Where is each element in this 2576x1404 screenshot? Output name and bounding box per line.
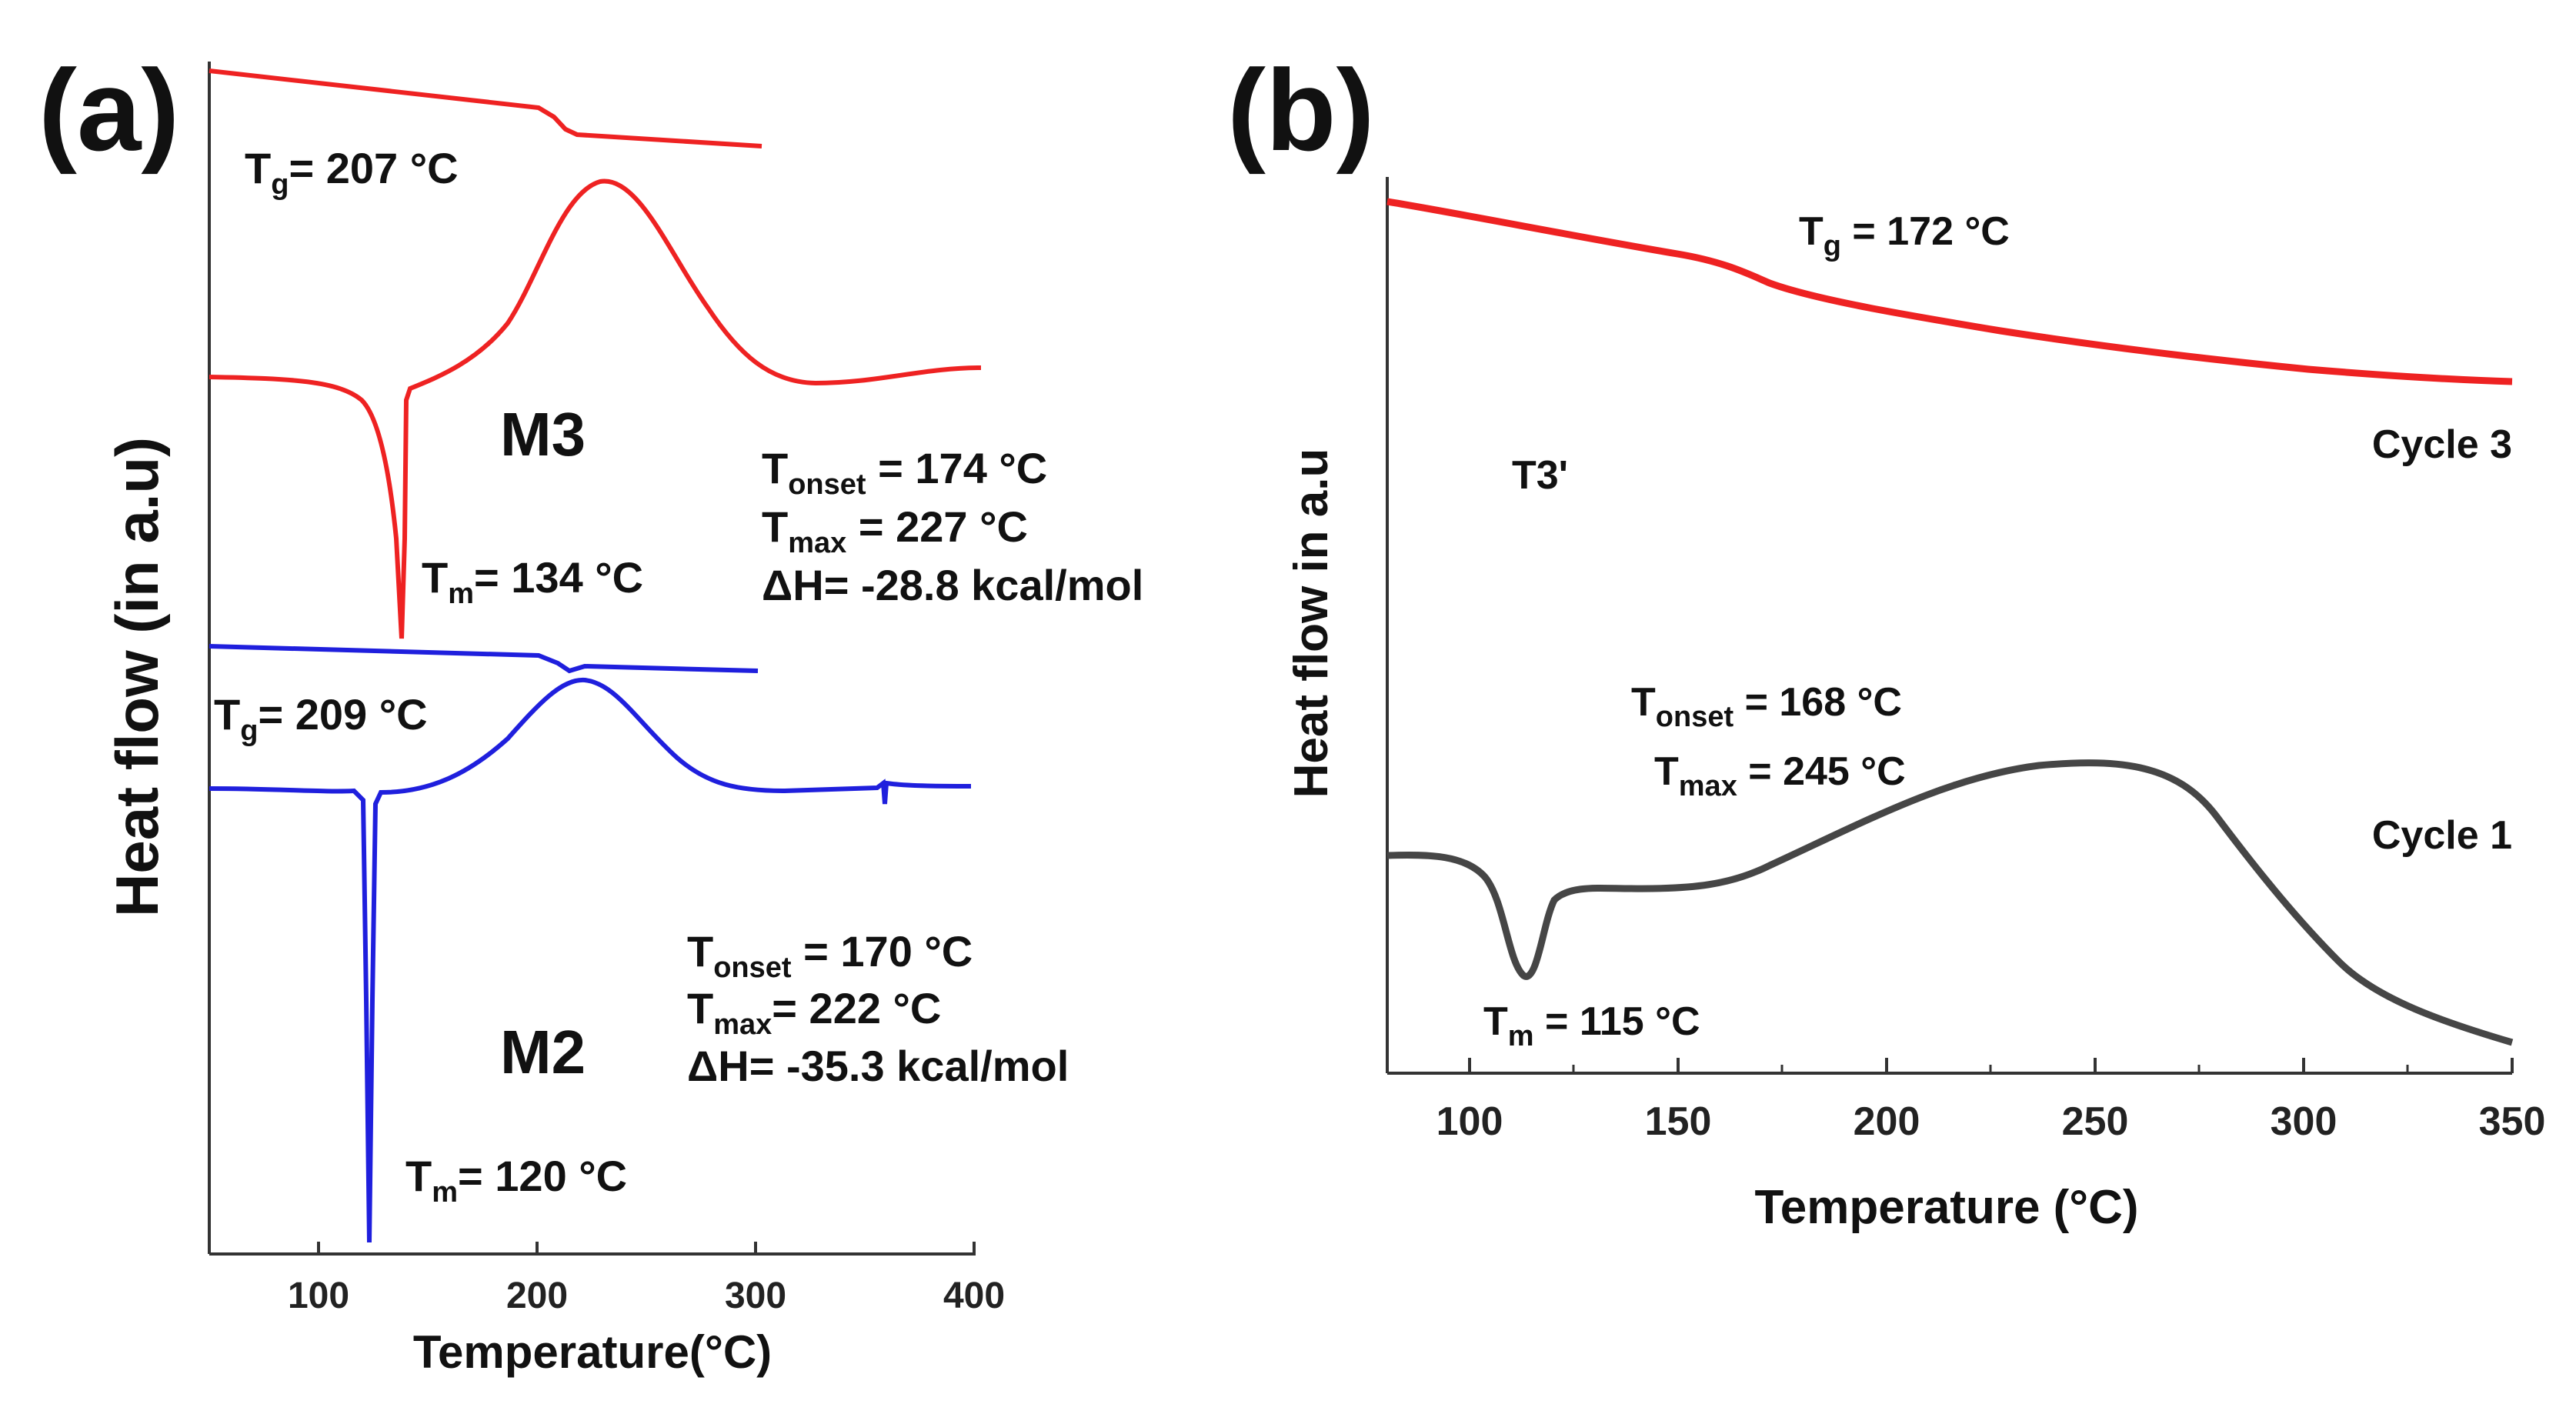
panel-b-x-axis-label: Temperature (°C): [1754, 1181, 2138, 1234]
panel-b-cycle3-curve: [1386, 198, 2513, 385]
panel-a-m3-dh-annotation: ΔH= -28.8 kcal/mol: [762, 561, 1143, 609]
panel-a-m2-dh-annotation: ΔH= -35.3 kcal/mol: [687, 1042, 1069, 1090]
panel-a-m2-tg-annotation: Tg= 209 °C: [214, 690, 428, 747]
panel-b: (b) 100 150 200 250 300 350 Temperature …: [1227, 45, 2545, 1234]
panel-b-label: (b): [1227, 45, 1375, 175]
panel-a-m2-sample-label: M2: [500, 1018, 586, 1086]
panel-a-m3-sample-label: M3: [500, 400, 586, 469]
panel-a-m2-tg-curve: [209, 644, 759, 674]
panel-a-m2-tm-annotation: Tm= 120 °C: [405, 1152, 627, 1209]
panel-b-cycle1-label: Cycle 1: [2372, 813, 2512, 858]
panel-b-cycle1-curve: [1386, 759, 2514, 1046]
panel-a-m2-tmax-annotation: Tmax= 222 °C: [687, 984, 941, 1041]
panel-a-m3-tg-annotation: Tg= 207 °C: [245, 144, 459, 201]
panel-b-x-tick-label-250: 250: [2062, 1099, 2129, 1144]
panel-b-x-tick-label-300: 300: [2271, 1099, 2337, 1144]
panel-a-x-axis-label: Temperature(°C): [413, 1326, 772, 1378]
panel-a-x-tick-label-200: 200: [506, 1276, 568, 1316]
panel-b-x-tick-label-200: 200: [1854, 1099, 1920, 1144]
panel-a-m3-tmax-annotation: Tmax = 227 °C: [762, 502, 1028, 559]
panel-b-x-tick-label-100: 100: [1436, 1099, 1503, 1144]
panel-b-tonset-annotation: Tonset = 168 °C: [1631, 680, 1902, 733]
panel-b-minor-ticks: [1572, 1065, 2409, 1073]
panel-b-y-axis-label: Heat flow in a.u: [1285, 449, 1338, 799]
panel-b-tg-annotation: Tg = 172 °C: [1799, 209, 2010, 262]
panel-a: (a) 100 200 300 400 Temperature(°C) Heat…: [38, 45, 1143, 1378]
panel-a-x-tick-label-300: 300: [725, 1276, 786, 1316]
panel-b-x-tick-label-150: 150: [1645, 1099, 1712, 1144]
panel-a-x-tick-label-100: 100: [288, 1276, 349, 1316]
panel-a-m2-tonset-annotation: Tonset = 170 °C: [687, 927, 973, 984]
panel-a-label: (a): [38, 45, 179, 175]
panel-b-sample-label: T3': [1512, 453, 1568, 498]
panel-a-m3-tm-annotation: Tm= 134 °C: [422, 553, 643, 610]
panel-a-m3-curve: [209, 178, 982, 639]
panel-b-tmax-annotation: Tmax = 245 °C: [1654, 749, 1906, 802]
panel-a-m3-tonset-annotation: Tonset = 174 °C: [762, 444, 1047, 501]
panel-a-x-tick-label-400: 400: [943, 1276, 1005, 1316]
panel-b-tm-annotation: Tm = 115 °C: [1483, 999, 1700, 1052]
panel-a-m2-curve: [209, 677, 972, 1243]
panel-a-y-axis-label: Heat flow (in a.u): [103, 437, 171, 917]
panel-b-cycle3-label: Cycle 3: [2372, 422, 2512, 467]
panel-a-m3-tg-curve: [209, 68, 762, 148]
panel-b-x-tick-label-350: 350: [2479, 1099, 2546, 1144]
